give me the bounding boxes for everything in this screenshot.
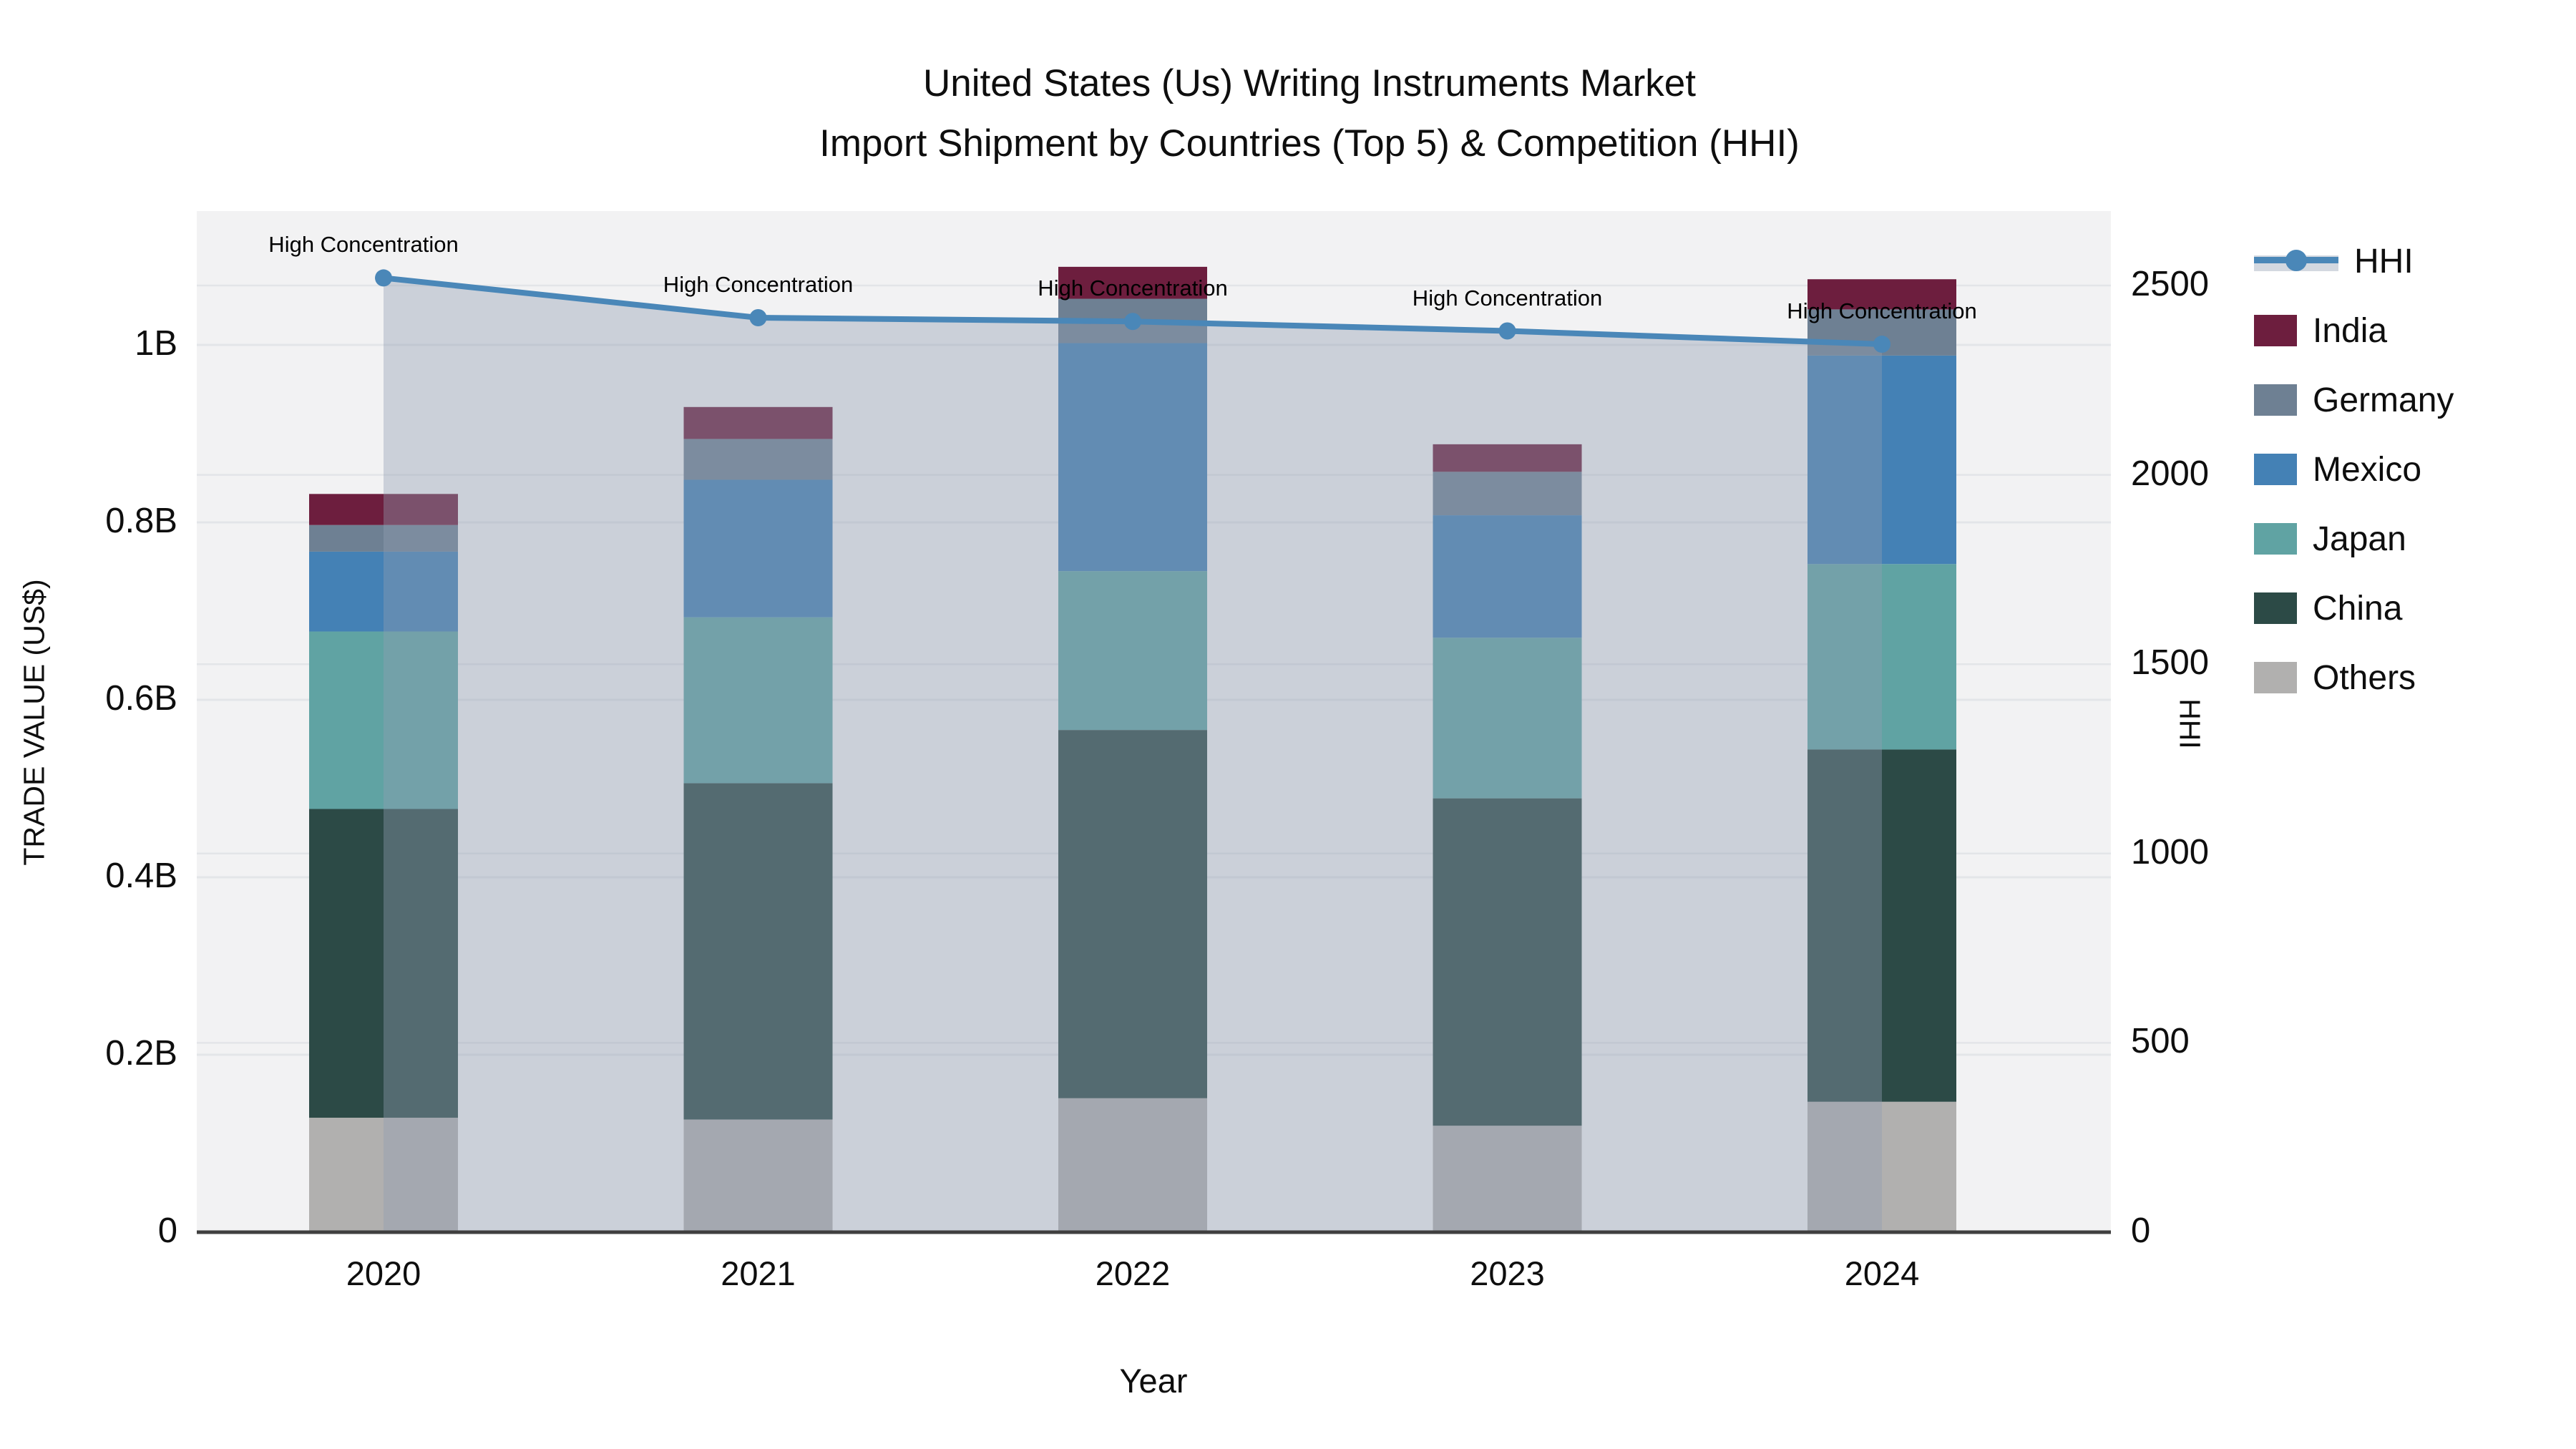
- bar-segment-china-2024: [1807, 749, 1956, 1102]
- legend-item-hhi[interactable]: HHI: [2254, 236, 2414, 286]
- bar-segment-germany-2020: [309, 525, 458, 552]
- bar-segment-mexico-2021: [683, 479, 833, 618]
- bar-segment-germany-2023: [1433, 472, 1582, 516]
- bar-segment-china-2021: [683, 783, 833, 1120]
- bar-segment-mexico-2024: [1807, 355, 1956, 565]
- hhi-marker-swatch: [2285, 250, 2307, 271]
- bar-segment-japan-2022: [1058, 571, 1207, 731]
- left-tick-0.6B: 0.6B: [105, 679, 177, 718]
- x-axis-title: Year: [1119, 1362, 1188, 1400]
- legend-item-germany[interactable]: Germany: [2254, 375, 2454, 425]
- legend-label-germany: Germany: [2313, 381, 2454, 419]
- legend-item-china[interactable]: China: [2254, 583, 2402, 633]
- right-tick-0: 0: [2131, 1211, 2151, 1250]
- bar-segment-china-2022: [1058, 730, 1207, 1098]
- hhi-area-fill: [384, 278, 1882, 1232]
- right-tick-1000: 1000: [2131, 832, 2210, 872]
- chart-title-line2: Import Shipment by Countries (Top 5) & C…: [819, 122, 1800, 165]
- left-tick-0.2B: 0.2B: [105, 1034, 177, 1073]
- right-tick-1500: 1500: [2131, 643, 2210, 683]
- legend-swatch-mexico: [2254, 454, 2297, 485]
- bar-segment-india-2021: [683, 406, 833, 439]
- chart-title-line1: United States (Us) Writing Instruments M…: [923, 62, 1696, 104]
- legend-label-japan: Japan: [2313, 519, 2406, 558]
- hhi-legend-swatch: [2254, 245, 2338, 277]
- bar-segment-india-2023: [1433, 444, 1582, 472]
- bar-segment-others-2023: [1433, 1126, 1582, 1232]
- annotation-2022: High Concentration: [1038, 275, 1228, 301]
- annotation-2021: High Concentration: [663, 271, 854, 297]
- legend-item-others[interactable]: Others: [2254, 653, 2416, 703]
- annotation-2024: High Concentration: [1787, 298, 1977, 324]
- hhi-marker-2023: [1498, 322, 1516, 340]
- bar-segment-japan-2023: [1433, 638, 1582, 799]
- bar-segment-others-2021: [683, 1119, 833, 1232]
- bar-segment-germany-2021: [683, 439, 833, 480]
- annotation-2020: High Concentration: [268, 232, 459, 258]
- x-tick-2023: 2023: [1470, 1254, 1545, 1292]
- bar-segment-others-2022: [1058, 1098, 1207, 1232]
- legend-item-japan[interactable]: Japan: [2254, 514, 2406, 564]
- hhi-marker-2020: [375, 269, 392, 287]
- legend-item-india[interactable]: India: [2254, 306, 2387, 356]
- bar-segment-mexico-2023: [1433, 515, 1582, 638]
- hhi-marker-2022: [1124, 313, 1141, 331]
- legend-label-others: Others: [2313, 658, 2416, 697]
- bar-segment-mexico-2022: [1058, 343, 1207, 572]
- legend-label-hhi: HHI: [2354, 242, 2414, 280]
- left-tick-0.8B: 0.8B: [105, 502, 177, 540]
- legend-label-india: India: [2313, 311, 2388, 350]
- hhi-marker-2024: [1873, 336, 1890, 353]
- legend-label-mexico: Mexico: [2313, 450, 2422, 489]
- legend-swatch-japan: [2254, 523, 2297, 555]
- x-tick-2020: 2020: [346, 1254, 421, 1292]
- bar-segment-india-2024: [1807, 279, 1956, 310]
- right-tick-2500: 2500: [2131, 265, 2210, 303]
- legend-item-mexico[interactable]: Mexico: [2254, 444, 2421, 494]
- left-tick-1B: 1B: [135, 324, 177, 363]
- x-tick-2021: 2021: [721, 1254, 796, 1292]
- chart-title: United States (Us) Writing Instruments M…: [444, 54, 2175, 174]
- right-tick-2000: 2000: [2131, 454, 2210, 493]
- bar-segment-japan-2021: [683, 617, 833, 784]
- annotation-2023: High Concentration: [1412, 285, 1603, 311]
- x-tick-2024: 2024: [1844, 1254, 1920, 1292]
- x-tick-2022: 2022: [1095, 1254, 1171, 1292]
- legend-swatch-germany: [2254, 384, 2297, 416]
- bar-segment-mexico-2020: [309, 551, 458, 632]
- left-tick-0: 0: [157, 1211, 177, 1250]
- hhi-marker-2021: [749, 308, 767, 326]
- bar-segment-others-2020: [309, 1118, 458, 1232]
- bar-segment-japan-2020: [309, 631, 458, 809]
- left-axis-title: TRADE VALUE (US$): [17, 579, 51, 866]
- bar-segment-india-2020: [309, 494, 458, 525]
- legend-label-china: China: [2313, 589, 2403, 628]
- right-tick-500: 500: [2131, 1022, 2190, 1061]
- bar-segment-india-2022: [1058, 266, 1207, 299]
- legend-swatch-india: [2254, 315, 2297, 346]
- bar-segment-china-2020: [309, 809, 458, 1118]
- bar-segment-japan-2024: [1807, 564, 1956, 750]
- left-tick-0.4B: 0.4B: [105, 857, 177, 895]
- bar-segment-china-2023: [1433, 798, 1582, 1126]
- legend-swatch-china: [2254, 592, 2297, 624]
- legend-swatch-others: [2254, 662, 2297, 693]
- bar-segment-others-2024: [1807, 1101, 1956, 1232]
